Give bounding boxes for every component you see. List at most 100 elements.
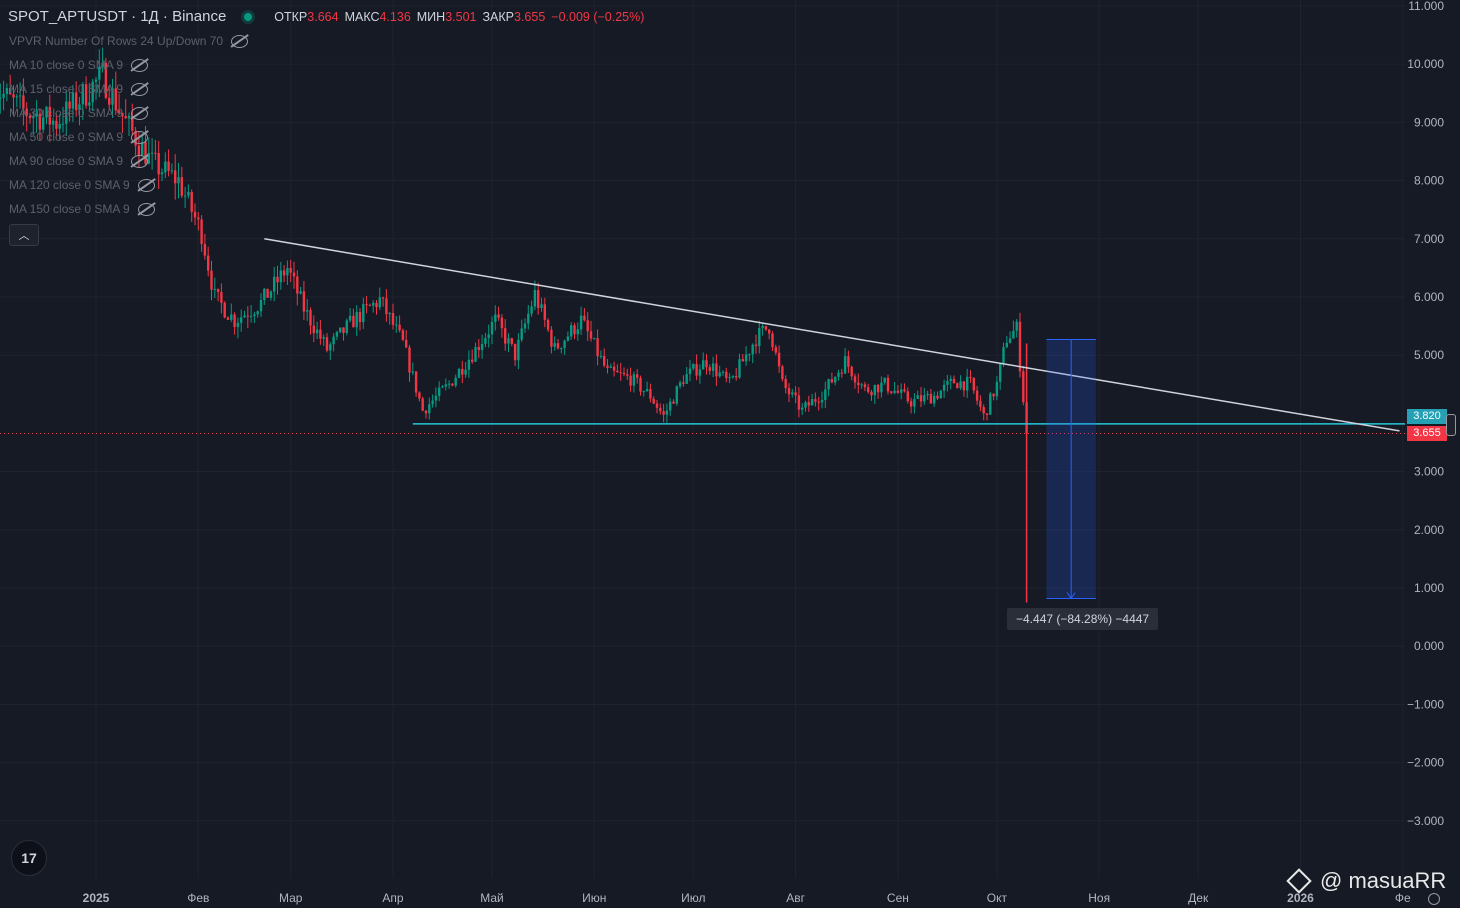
symbol-title[interactable]: SPOT_APTUSDT · 1Д · Binance xyxy=(8,8,227,25)
candle-body xyxy=(180,177,183,196)
candle-body xyxy=(675,386,678,404)
gear-icon[interactable] xyxy=(1428,893,1440,905)
candle-body xyxy=(698,369,702,376)
candle-body xyxy=(187,191,190,196)
candle-body xyxy=(900,389,903,393)
candle-body xyxy=(652,398,655,404)
eye-hidden-icon[interactable] xyxy=(131,130,149,144)
indicator-ma90[interactable]: MA 90 close 0 SMA 9 xyxy=(9,154,149,168)
y-tick-label: 10.000 xyxy=(1407,57,1444,71)
candle-body xyxy=(150,152,154,154)
indicator-ma15[interactable]: MA 15 close 0 SMA 9 xyxy=(9,82,149,96)
candle-body xyxy=(579,315,583,330)
x-tick-label: Дек xyxy=(1188,891,1209,905)
change-value: −0.009 (−0.25%) xyxy=(551,9,645,24)
candle-body xyxy=(279,270,282,283)
eye-hidden-icon[interactable] xyxy=(137,202,155,216)
candle-body xyxy=(421,398,424,411)
candle-body xyxy=(18,95,22,97)
indicator-ma150[interactable]: MA 150 close 0 SMA 9 xyxy=(9,202,155,216)
drag-handle-icon[interactable] xyxy=(1446,414,1456,436)
chevron-up-icon: ︿ xyxy=(18,230,30,242)
candle-body xyxy=(22,95,25,109)
candle-body xyxy=(0,97,2,100)
candle-body xyxy=(5,88,9,94)
candle-body xyxy=(375,302,378,308)
candle-body xyxy=(345,320,348,334)
candle-body xyxy=(230,314,233,320)
candle-body xyxy=(451,383,454,386)
candle-body xyxy=(75,92,78,111)
candle-body xyxy=(500,317,504,329)
eye-hidden-icon[interactable] xyxy=(131,106,149,120)
indicator-vpvr[interactable]: VPVR Number Of Rows 24 Up/Down 70 xyxy=(9,34,249,48)
candle-body xyxy=(414,371,418,393)
candle-body xyxy=(606,365,609,368)
watermark: @ masuaRR xyxy=(1286,868,1446,894)
eye-hidden-icon[interactable] xyxy=(137,178,155,192)
candle-body xyxy=(992,393,995,397)
candle-body xyxy=(467,359,471,370)
indicator-ma10[interactable]: MA 10 close 0 SMA 9 xyxy=(9,58,149,72)
candle-body xyxy=(718,372,721,377)
eye-hidden-icon[interactable] xyxy=(131,82,149,96)
candle-body xyxy=(510,338,513,344)
candle-body xyxy=(834,376,837,383)
eye-hidden-icon[interactable] xyxy=(131,58,149,72)
chart-header: SPOT_APTUSDT · 1Д · Binance ОТКР 3.664 МА… xyxy=(8,8,644,25)
candle-body xyxy=(982,407,985,414)
candle-body xyxy=(246,315,249,317)
candle-body xyxy=(292,272,296,277)
candle-body xyxy=(705,360,708,368)
candle-body xyxy=(612,366,616,371)
candle-body xyxy=(25,108,28,116)
indicator-label: MA 120 close 0 SMA 9 xyxy=(9,178,130,192)
candle-body xyxy=(457,369,461,378)
candle-body xyxy=(332,336,335,345)
indicator-ma30[interactable]: MA 30 close 0 SMA 9 xyxy=(9,106,149,120)
candle-body xyxy=(197,217,200,220)
candle-body xyxy=(639,377,642,392)
candle-body xyxy=(537,290,540,309)
x-tick-label: Фев xyxy=(187,891,209,905)
candle-body xyxy=(378,297,381,308)
candle-body xyxy=(527,313,530,324)
candle-body xyxy=(312,325,315,334)
candle-body xyxy=(68,101,71,109)
candle-body xyxy=(339,327,342,332)
candle-body xyxy=(418,392,421,399)
close-value: 3.655 xyxy=(514,9,546,24)
candle-body xyxy=(853,376,857,383)
candle-body xyxy=(936,395,939,399)
indicator-ma120[interactable]: MA 120 close 0 SMA 9 xyxy=(9,178,155,192)
candle-body xyxy=(890,391,893,393)
candle-body xyxy=(216,288,220,293)
y-tick-label: −3.000 xyxy=(1407,814,1444,828)
candle-body xyxy=(966,376,969,391)
candle-body xyxy=(282,270,286,276)
eye-hidden-icon[interactable] xyxy=(131,154,149,168)
candle-body xyxy=(850,366,853,377)
candle-body xyxy=(431,400,434,405)
indicator-ma50[interactable]: MA 50 close 0 SMA 9 xyxy=(9,130,149,144)
candle-body xyxy=(530,306,533,314)
candle-body xyxy=(913,398,916,407)
candle-body xyxy=(781,366,784,379)
candle-body xyxy=(177,177,180,184)
candle-body xyxy=(137,145,141,156)
candle-body xyxy=(111,88,114,105)
candle-body xyxy=(632,374,636,386)
candle-body xyxy=(566,336,570,341)
candle-body xyxy=(286,268,289,276)
candle-body xyxy=(220,292,223,303)
eye-hidden-icon[interactable] xyxy=(231,34,249,48)
collapse-indicators-button[interactable]: ︿ xyxy=(9,224,39,246)
candle-body xyxy=(886,377,890,392)
candle-body xyxy=(969,376,972,378)
candle-body xyxy=(193,211,197,218)
level-price-tag: 3.820 xyxy=(1407,409,1447,424)
candle-body xyxy=(573,325,576,335)
candle-body xyxy=(655,403,659,408)
tradingview-logo[interactable]: 17 xyxy=(11,840,47,876)
